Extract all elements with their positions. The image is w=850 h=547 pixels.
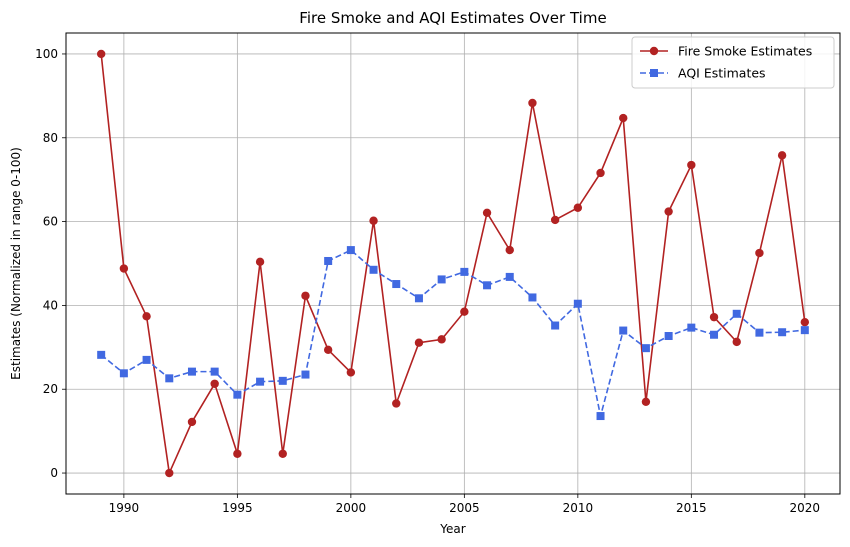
data-point — [255, 257, 265, 267]
data-point — [755, 328, 764, 337]
data-point — [709, 312, 719, 322]
data-point — [550, 215, 560, 225]
data-point — [505, 272, 514, 281]
data-point — [142, 355, 151, 364]
data-point — [573, 299, 582, 308]
data-point — [528, 293, 537, 302]
data-point — [755, 248, 764, 258]
y-tick-label: 60 — [43, 215, 58, 229]
x-tick-label: 2020 — [790, 501, 821, 515]
x-tick-label: 1995 — [222, 501, 253, 515]
legend-item: Fire Smoke Estimates — [640, 44, 812, 59]
data-point — [165, 468, 174, 478]
data-point — [414, 338, 424, 347]
data-point — [732, 337, 741, 347]
data-point — [483, 281, 492, 290]
data-point — [710, 330, 719, 339]
data-point — [596, 168, 605, 178]
data-point — [460, 267, 469, 276]
data-point — [664, 207, 673, 216]
x-tick-label: 2015 — [676, 501, 707, 515]
data-point — [165, 374, 174, 383]
data-point — [119, 369, 128, 378]
data-point — [460, 307, 469, 316]
y-tick-label: 100 — [35, 47, 58, 61]
x-tick-label: 2005 — [449, 501, 480, 515]
y-tick-label: 0 — [50, 466, 58, 480]
data-point — [505, 245, 514, 255]
y-tick-label: 80 — [43, 131, 58, 145]
data-point — [96, 49, 106, 59]
series-line — [100, 53, 806, 476]
data-point — [210, 367, 219, 376]
legend-item: AQI Estimates — [640, 66, 766, 81]
data-point — [437, 335, 446, 344]
series-line — [100, 249, 805, 417]
data-point — [528, 98, 537, 108]
data-point — [256, 377, 265, 386]
data-point — [800, 317, 810, 327]
x-axis-label: Year — [439, 522, 465, 536]
series-layer — [96, 49, 810, 478]
data-point — [482, 208, 492, 217]
data-point — [641, 344, 650, 353]
data-point — [619, 326, 628, 335]
data-point — [346, 246, 355, 255]
data-point — [324, 256, 333, 265]
plot-frame — [65, 32, 841, 495]
data-point — [619, 113, 628, 123]
chart-title: Fire Smoke and AQI Estimates Over Time — [299, 9, 606, 27]
y-axis-label: Estimates (Normalized in range 0-100) — [9, 147, 23, 380]
series-0 — [96, 49, 810, 478]
data-point — [278, 376, 287, 385]
data-point — [369, 216, 378, 225]
data-point — [414, 294, 423, 303]
data-point — [596, 412, 605, 421]
data-point — [664, 332, 673, 341]
x-tick-label: 1990 — [109, 501, 140, 515]
data-point — [778, 328, 787, 337]
data-point — [687, 160, 696, 170]
legend-label: AQI Estimates — [678, 66, 766, 81]
legend-marker — [649, 46, 659, 56]
legend-marker — [650, 69, 658, 77]
data-point — [687, 323, 696, 332]
data-point — [210, 379, 219, 388]
legend: Fire Smoke Estimates AQI Estimates — [631, 36, 835, 89]
data-point — [800, 326, 809, 335]
data-point — [732, 309, 741, 318]
data-point — [119, 264, 129, 273]
data-point — [301, 370, 310, 379]
data-point — [392, 399, 401, 408]
data-point — [392, 280, 401, 289]
data-point — [187, 417, 197, 427]
x-tick-label: 2010 — [563, 501, 594, 515]
grid — [66, 33, 840, 494]
data-point — [551, 321, 560, 330]
data-point — [142, 312, 151, 321]
data-point — [233, 449, 242, 458]
y-tick-label: 20 — [43, 382, 58, 396]
data-point — [346, 368, 356, 377]
data-point — [97, 350, 106, 359]
data-point — [641, 397, 651, 406]
legend-box — [631, 36, 835, 89]
data-point — [573, 203, 583, 212]
data-point — [278, 449, 287, 458]
data-point — [187, 367, 196, 376]
data-point — [233, 390, 242, 399]
data-point — [777, 151, 787, 160]
x-tick-label: 2000 — [336, 501, 367, 515]
y-tick-label: 40 — [43, 298, 58, 312]
legend-label: Fire Smoke Estimates — [678, 44, 812, 59]
data-point — [323, 345, 333, 355]
ticks: 1990 1995 2000 2005 2010 2015 2020 0 20 40 60 80 100 — [35, 47, 820, 515]
series-1 — [97, 246, 809, 421]
data-point — [369, 265, 378, 274]
data-point — [437, 275, 446, 284]
data-point — [301, 291, 310, 300]
